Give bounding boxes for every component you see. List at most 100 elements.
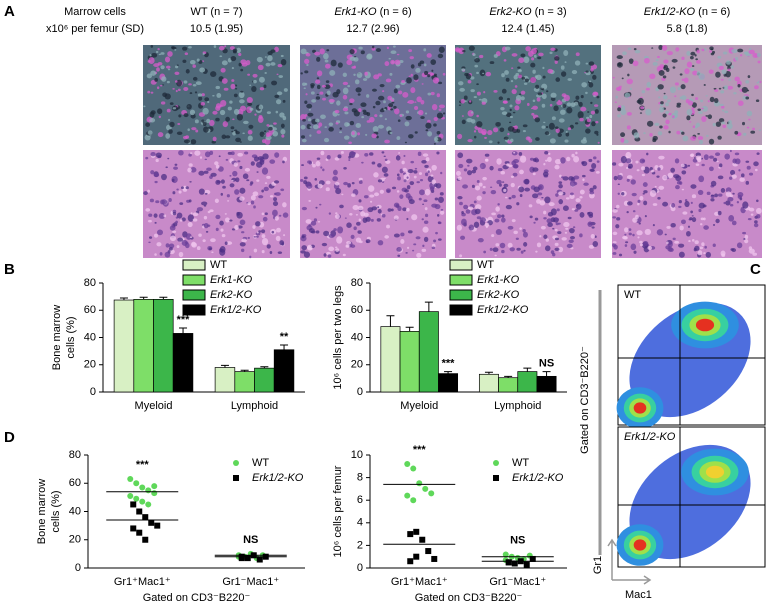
cell [558, 191, 564, 196]
cell [250, 195, 256, 201]
cell [175, 65, 179, 69]
cell [425, 122, 432, 129]
cell [188, 153, 192, 157]
cell [708, 138, 715, 145]
cell [357, 230, 362, 234]
cell [568, 227, 575, 234]
cell [174, 71, 180, 76]
cell [721, 253, 726, 258]
cell [630, 243, 637, 251]
cell [383, 100, 386, 104]
cell [390, 108, 394, 111]
cell [727, 85, 734, 90]
x-tick-label: Lymphoid [231, 400, 278, 412]
cell [280, 188, 285, 192]
cell [164, 251, 171, 258]
cell [161, 173, 167, 181]
cell [277, 64, 283, 68]
cell [423, 63, 427, 67]
cell [705, 115, 709, 117]
cell [567, 127, 572, 131]
cell [752, 52, 759, 58]
cell [259, 131, 265, 137]
cell [725, 60, 731, 65]
cell [517, 66, 521, 69]
cell [565, 227, 569, 230]
point [511, 560, 518, 567]
cell [662, 75, 667, 79]
cell [379, 83, 385, 88]
cell [176, 64, 179, 66]
cell [182, 46, 188, 51]
cell [522, 124, 528, 128]
cell [324, 126, 328, 129]
cell [691, 217, 697, 223]
cell [426, 53, 432, 58]
cell [516, 247, 521, 251]
cell [300, 250, 306, 254]
cell [695, 155, 702, 161]
cell [627, 47, 632, 51]
cell [714, 97, 719, 104]
cell [395, 84, 401, 89]
cell [399, 194, 404, 199]
cell [473, 95, 477, 99]
cell [342, 72, 347, 77]
point [419, 536, 426, 543]
cell [239, 196, 245, 201]
cell [689, 55, 694, 60]
cell [156, 67, 160, 72]
cell [734, 76, 740, 82]
cell [427, 131, 433, 137]
cell [203, 222, 209, 229]
cell [548, 122, 555, 130]
cell [270, 62, 276, 66]
cell [463, 204, 469, 210]
cell [703, 252, 706, 255]
cell [535, 74, 542, 81]
cell [282, 116, 287, 121]
point [505, 559, 512, 566]
cell [395, 155, 401, 161]
cell [734, 152, 740, 156]
cell [509, 247, 515, 252]
cell [541, 125, 546, 129]
cell [639, 112, 643, 114]
cell [652, 203, 658, 206]
cell [646, 152, 649, 156]
cell [514, 85, 518, 88]
cell [556, 208, 560, 212]
cell [176, 212, 183, 219]
cell [430, 59, 437, 65]
cell [460, 235, 466, 240]
cell [158, 213, 166, 219]
point [404, 461, 411, 468]
cell [201, 201, 208, 206]
cell [458, 81, 464, 86]
cell [494, 254, 497, 257]
point [428, 490, 435, 497]
cell [189, 236, 193, 239]
cell [425, 129, 429, 132]
cell [756, 52, 761, 58]
cell [334, 157, 340, 161]
cell [612, 209, 618, 213]
cell [695, 122, 701, 128]
point [407, 531, 414, 538]
bar [153, 299, 174, 393]
y-tick-label: 40 [69, 505, 81, 517]
cell [337, 154, 342, 159]
cell [183, 86, 189, 91]
cell [177, 88, 181, 92]
cell [240, 90, 244, 93]
cell [746, 165, 751, 170]
cell [592, 185, 597, 190]
cell [300, 72, 303, 75]
cell [328, 122, 334, 127]
cell [524, 78, 529, 83]
cell [505, 77, 510, 82]
cell [571, 70, 578, 75]
cell [306, 103, 313, 109]
cell [171, 178, 175, 182]
cell [381, 213, 386, 218]
